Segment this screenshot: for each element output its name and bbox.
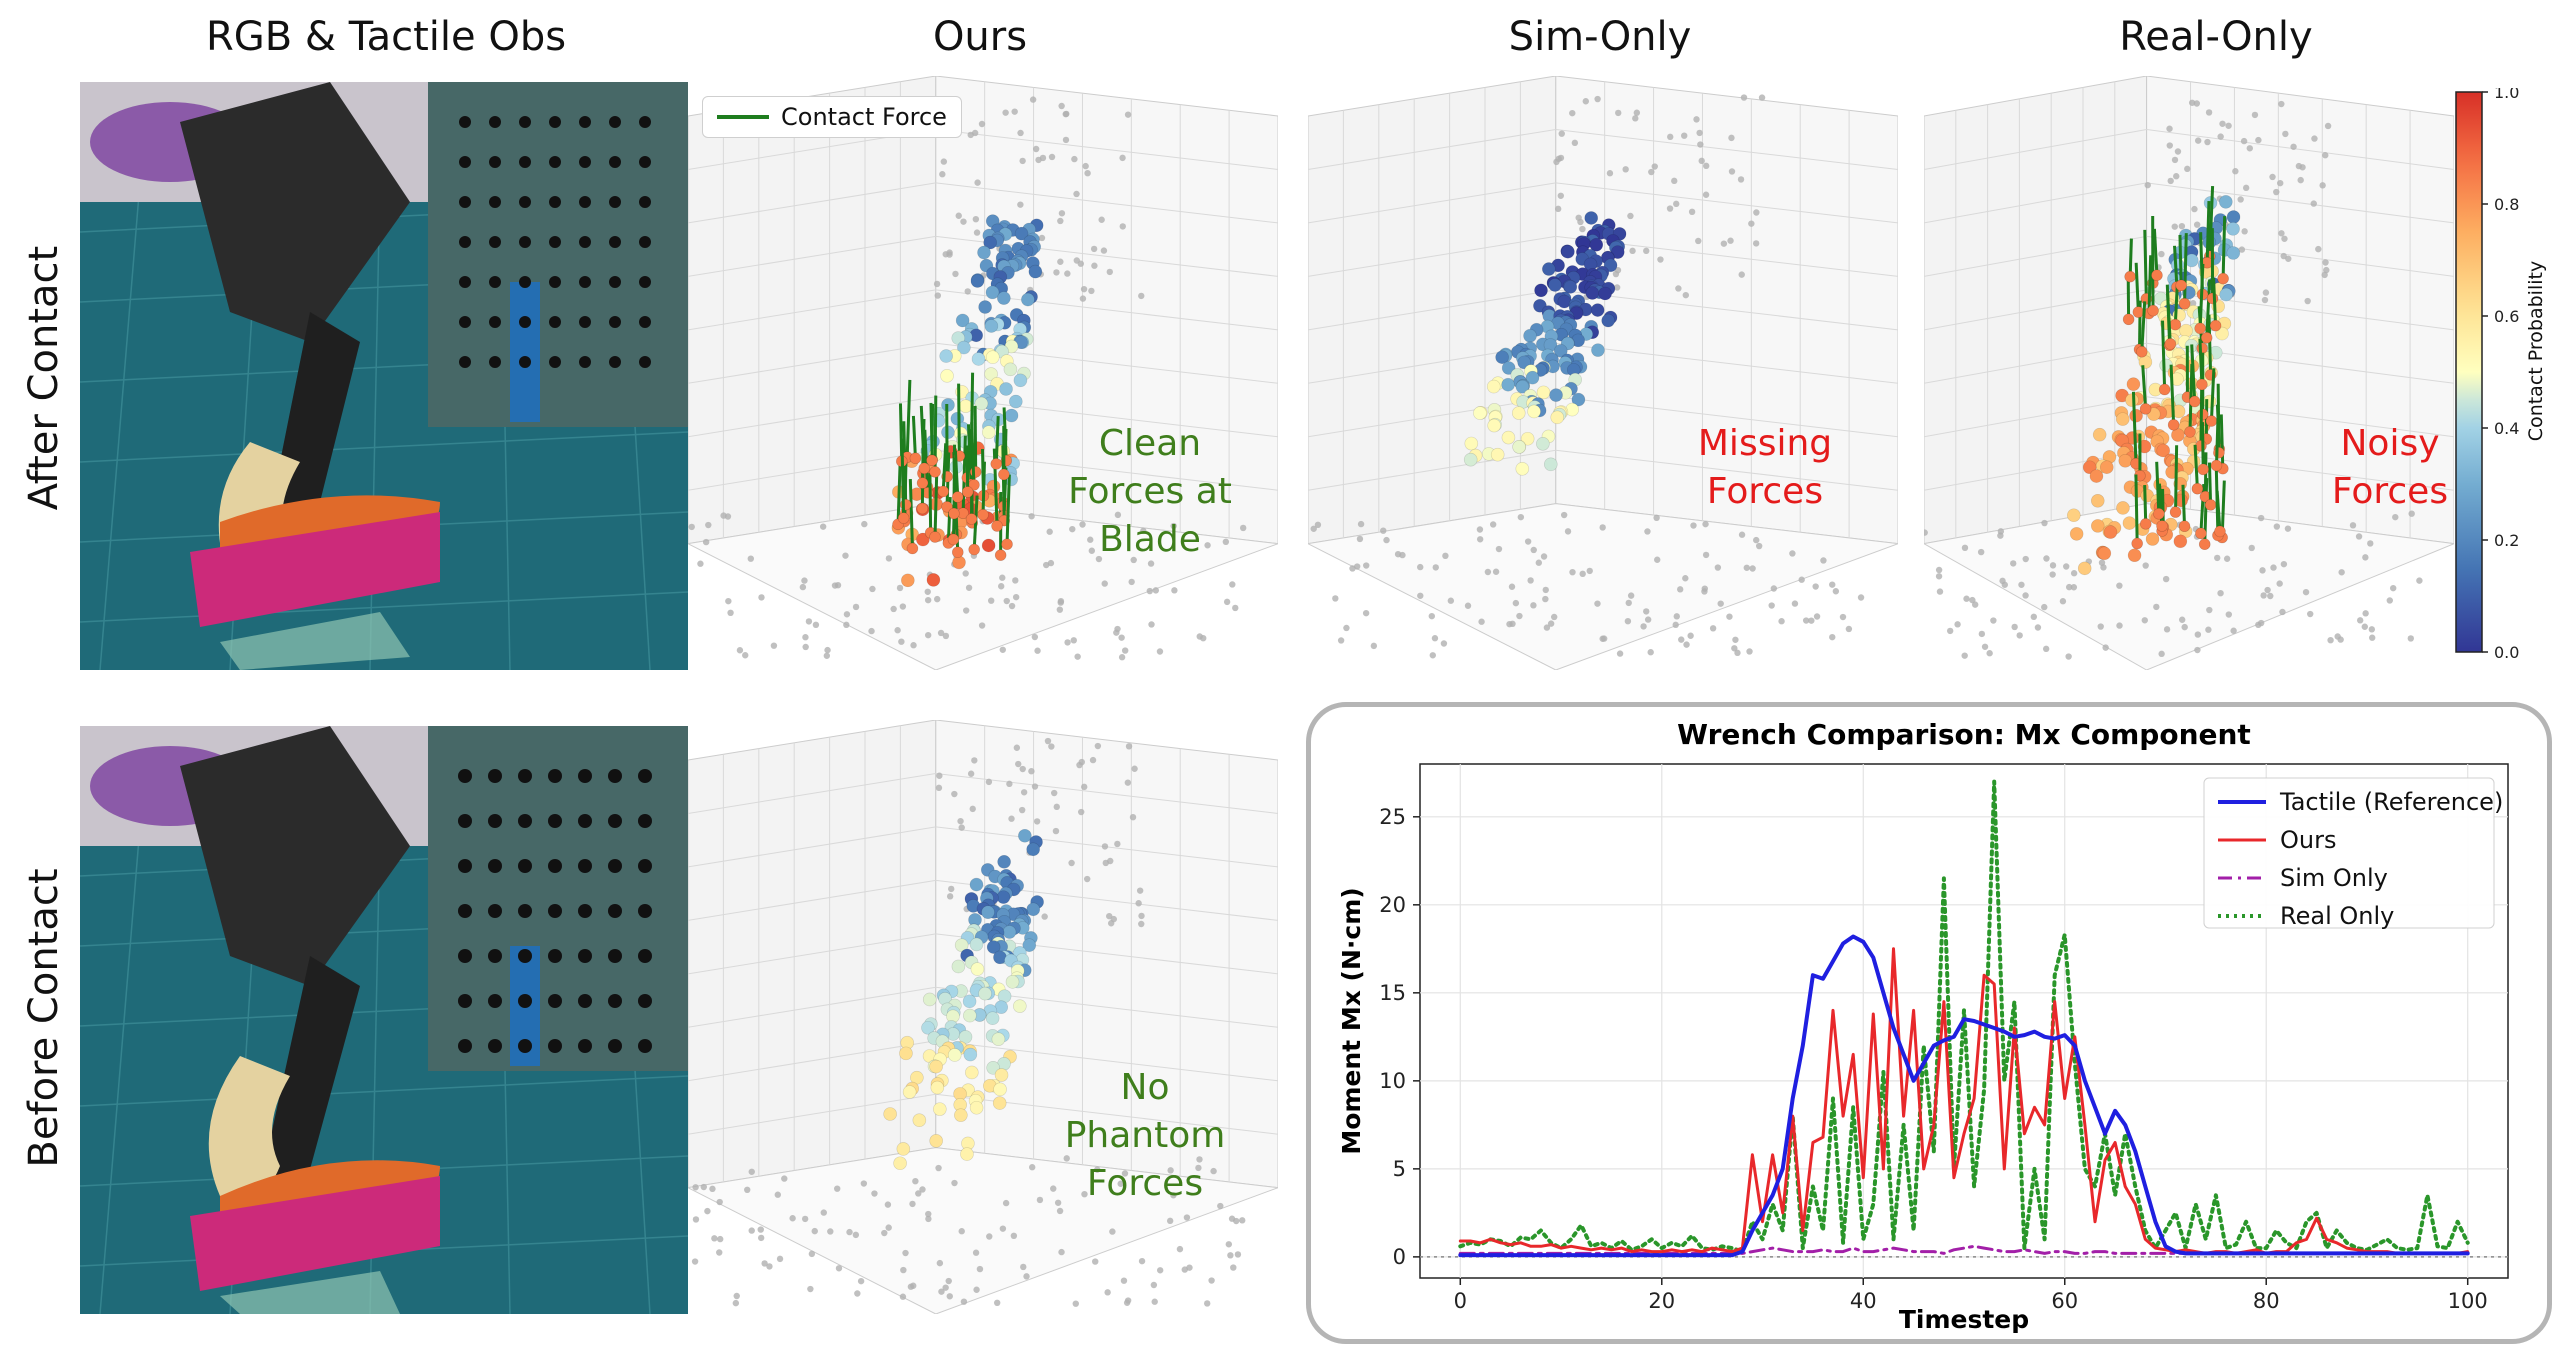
y-tick-label: 10 (1379, 1069, 1406, 1093)
series-line-real-only (1458, 779, 2470, 1254)
y-axis-label: Moment Mx (N·cm) (1337, 887, 1366, 1154)
contact-force-legend: Contact Force (702, 96, 962, 138)
object-points (1463, 211, 1627, 476)
colorbar-tick-label: 1.0 (2494, 88, 2519, 102)
pointcloud-ours-before (688, 720, 1278, 1314)
series-line-tactile-reference (1458, 934, 2470, 1258)
chart-legend: Tactile (Reference) Ours Sim Only Real Only (2203, 777, 2503, 930)
contact-probability-colorbar: 0.0 0.2 0.4 0.6 0.8 1.0 (2455, 88, 2519, 662)
rgb-tactile-photo-after (80, 82, 688, 670)
x-axis-label: Timestep (1899, 1305, 2029, 1334)
x-tick-label: 0 (1454, 1289, 1467, 1313)
axes-grid (1308, 76, 1898, 670)
x-tick-label: 20 (1648, 1289, 1675, 1313)
background-points (691, 737, 1246, 1307)
series-line-ours (1458, 947, 2470, 1255)
annotation-ours-before: No Phantom Forces (1040, 1064, 1250, 1208)
x-tick-label: 60 (2051, 1289, 2078, 1313)
contact-force-vectors (892, 372, 1013, 561)
x-tick-label: 100 (2448, 1289, 2488, 1313)
annotation-line: Forces (1706, 471, 1824, 512)
legend-label: Sim Only (2280, 864, 2388, 892)
column-title-sim: Sim-Only (1508, 14, 1692, 60)
chart-title: Wrench Comparison: Mx Component (1677, 718, 2251, 751)
object-points (883, 828, 1044, 1171)
contact-force-vectors (2122, 185, 2229, 551)
axes-grid (1924, 76, 2454, 670)
annotation-line: Forces (2331, 471, 2449, 512)
column-title-obs: RGB & Tactile Obs (205, 14, 567, 60)
row-title-before: Before Contact (21, 868, 67, 1168)
annotation-line: Clean (1098, 423, 1202, 464)
colorbar-tick-label: 0.0 (2494, 643, 2519, 662)
wrench-comparison-chart: Wrench Comparison: Mx Component 0 20 40 60 80… (1337, 718, 2509, 1334)
y-tick-label: 15 (1379, 981, 1406, 1005)
legend-label: Real Only (2280, 902, 2394, 930)
annotation-line: No (1120, 1067, 1170, 1108)
colorbar-label: Contact Probability (2525, 260, 2548, 442)
pointcloud-ours-after (688, 76, 1278, 670)
pointcloud-sim-after (1308, 76, 1898, 670)
column-title-ours: Ours (932, 14, 1028, 60)
y-tick-label: 25 (1379, 805, 1406, 829)
colorbar-gradient (2455, 91, 2483, 653)
annotation-sim-after: Missing Forces (1660, 420, 1870, 516)
colorbar-tick-label: 0.6 (2494, 307, 2519, 326)
annotation-line: Forces at (1068, 471, 1232, 512)
axes-grid (688, 76, 1278, 670)
annotation-line: Forces (1086, 1163, 1204, 1204)
colorbar-tick-label: 0.4 (2494, 419, 2519, 438)
colorbar-tick-label: 0.8 (2494, 195, 2519, 214)
pointcloud-real-after (1924, 76, 2454, 670)
contact-force-legend-swatch (717, 115, 769, 119)
annotation-ours-after: Clean Forces at Blade (1040, 420, 1260, 564)
x-tick-label: 40 (1850, 1289, 1877, 1313)
x-tick-label: 80 (2253, 1289, 2280, 1313)
annotation-line: Blade (1099, 519, 1201, 560)
contact-force-legend-label: Contact Force (781, 103, 947, 131)
rgb-tactile-photo-before (80, 726, 688, 1314)
annotation-line: Phantom (1064, 1115, 1226, 1156)
y-tick-label: 0 (1393, 1245, 1406, 1269)
annotation-real-after: Noisy Forces (2300, 420, 2480, 516)
y-tick-label: 5 (1393, 1157, 1406, 1181)
legend-label: Ours (2280, 826, 2336, 854)
annotation-line: Noisy (2340, 423, 2440, 464)
background-points (1310, 94, 1865, 659)
column-title-real: Real-Only (2119, 14, 2313, 60)
row-title-after: After Contact (21, 245, 67, 511)
legend-label: Tactile (Reference) (2279, 788, 2503, 816)
annotation-line: Missing (1697, 423, 1833, 464)
y-tick-label: 20 (1379, 893, 1406, 917)
colorbar-tick-label: 0.2 (2494, 531, 2519, 550)
